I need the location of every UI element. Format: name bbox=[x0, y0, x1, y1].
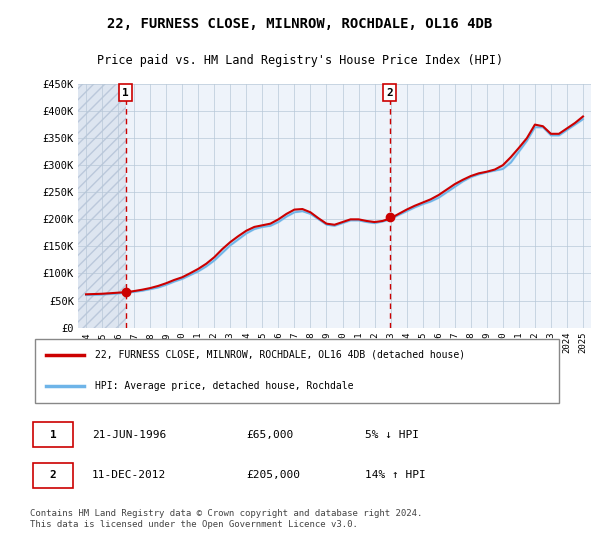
Text: £205,000: £205,000 bbox=[246, 470, 300, 480]
Text: 5% ↓ HPI: 5% ↓ HPI bbox=[365, 430, 419, 440]
Text: 1: 1 bbox=[122, 87, 129, 97]
Text: 1: 1 bbox=[50, 430, 56, 440]
Text: HPI: Average price, detached house, Rochdale: HPI: Average price, detached house, Roch… bbox=[95, 381, 353, 391]
Text: 21-JUN-1996: 21-JUN-1996 bbox=[92, 430, 166, 440]
Text: 22, FURNESS CLOSE, MILNROW, ROCHDALE, OL16 4DB: 22, FURNESS CLOSE, MILNROW, ROCHDALE, OL… bbox=[107, 17, 493, 31]
FancyBboxPatch shape bbox=[35, 339, 559, 403]
Text: 11-DEC-2012: 11-DEC-2012 bbox=[92, 470, 166, 480]
Text: £65,000: £65,000 bbox=[246, 430, 293, 440]
Text: 14% ↑ HPI: 14% ↑ HPI bbox=[365, 470, 425, 480]
FancyBboxPatch shape bbox=[33, 422, 73, 447]
Text: 2: 2 bbox=[386, 87, 393, 97]
Text: 2: 2 bbox=[50, 470, 56, 480]
FancyBboxPatch shape bbox=[33, 463, 73, 488]
Text: Contains HM Land Registry data © Crown copyright and database right 2024.
This d: Contains HM Land Registry data © Crown c… bbox=[30, 510, 422, 529]
Text: 22, FURNESS CLOSE, MILNROW, ROCHDALE, OL16 4DB (detached house): 22, FURNESS CLOSE, MILNROW, ROCHDALE, OL… bbox=[95, 350, 465, 360]
Text: Price paid vs. HM Land Registry's House Price Index (HPI): Price paid vs. HM Land Registry's House … bbox=[97, 54, 503, 67]
